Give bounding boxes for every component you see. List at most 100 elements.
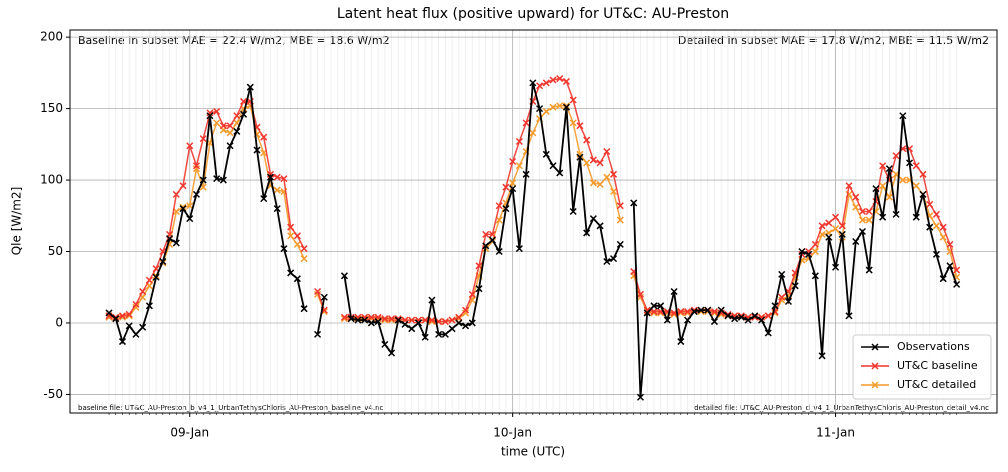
data-point — [858, 216, 866, 224]
data-point — [273, 205, 281, 213]
data-point — [926, 223, 934, 231]
data-point — [798, 247, 806, 256]
data-point — [361, 316, 369, 324]
legend-label: UT&C detailed — [897, 378, 976, 391]
data-point — [233, 127, 241, 135]
data-point — [576, 150, 584, 158]
data-point — [246, 83, 254, 91]
data-point — [125, 322, 133, 330]
data-point — [468, 319, 476, 327]
data-point — [885, 193, 893, 201]
data-point — [408, 325, 416, 333]
data-point — [879, 213, 887, 221]
data-point — [589, 156, 597, 164]
data-point — [542, 150, 550, 158]
data-point — [112, 313, 120, 321]
data-point — [273, 173, 281, 181]
data-point — [879, 162, 887, 170]
data-point — [596, 159, 604, 167]
data-point — [811, 247, 819, 256]
data-point — [206, 109, 214, 117]
data-point — [118, 338, 127, 346]
data-point — [596, 180, 604, 188]
data-point — [132, 300, 140, 308]
data-point — [273, 186, 281, 194]
data-point — [509, 157, 517, 166]
data-point — [643, 309, 651, 317]
data-point — [919, 170, 927, 178]
data-point — [771, 302, 779, 310]
data-point — [549, 103, 557, 111]
data-point — [172, 239, 180, 247]
data-point — [287, 269, 295, 277]
data-point — [441, 330, 449, 338]
data-point — [482, 242, 490, 250]
chart-title: Latent heat flux (positive upward) for U… — [337, 6, 729, 22]
data-point — [845, 182, 853, 190]
data-point — [112, 315, 120, 323]
data-point — [293, 240, 301, 248]
data-point — [892, 210, 900, 218]
data-point — [845, 312, 853, 320]
data-point — [495, 202, 503, 210]
data-point — [260, 195, 268, 203]
data-point — [287, 223, 295, 231]
data-point — [663, 316, 671, 324]
data-point — [105, 309, 113, 317]
x-tick-label: 09-Jan — [170, 426, 209, 440]
data-point — [583, 229, 591, 237]
data-point — [710, 318, 718, 326]
data-point — [132, 330, 140, 338]
data-point — [515, 245, 523, 253]
data-point — [603, 147, 611, 156]
data-point — [394, 316, 402, 324]
annotation: Baseline in subset MAE = 22.4 W/m2, MBE … — [78, 34, 390, 47]
data-point — [139, 287, 147, 296]
data-point — [502, 205, 510, 213]
data-point — [825, 219, 833, 227]
data-point — [421, 333, 429, 341]
data-point — [536, 82, 544, 90]
data-point — [852, 193, 860, 201]
data-point — [751, 312, 759, 320]
data-point — [562, 103, 570, 111]
data-point — [636, 290, 644, 298]
data-point — [226, 122, 234, 130]
data-point — [253, 146, 261, 154]
data-point — [569, 119, 577, 127]
data-point — [132, 303, 140, 311]
data-point — [462, 306, 470, 314]
data-point — [448, 316, 456, 324]
data-point — [684, 316, 692, 324]
data-point — [172, 190, 180, 198]
data-point — [233, 112, 241, 120]
data-point — [381, 315, 389, 323]
data-point — [226, 142, 234, 150]
data-point — [569, 96, 577, 104]
data-point — [731, 315, 739, 323]
data-point — [448, 325, 456, 333]
data-point — [529, 129, 537, 137]
data-point — [650, 302, 658, 310]
data-point — [300, 255, 308, 263]
data-point — [650, 308, 658, 316]
data-point — [562, 77, 570, 85]
x-tick-label: 10-Jan — [493, 426, 532, 440]
data-point — [838, 222, 846, 230]
legend-label: Observations — [897, 340, 970, 353]
x-axis-label: time (UTC) — [501, 445, 565, 459]
data-point — [240, 110, 248, 118]
data-point — [953, 266, 961, 274]
data-point — [852, 237, 860, 246]
y-axis-label: Qle [W/m2] — [10, 187, 24, 256]
data-point — [616, 240, 624, 248]
data-point — [724, 312, 732, 320]
data-point — [522, 119, 530, 127]
data-point — [677, 338, 685, 346]
data-point — [946, 262, 954, 270]
data-point — [610, 170, 618, 178]
data-point — [758, 316, 766, 324]
data-point — [764, 312, 772, 320]
data-point — [199, 176, 207, 184]
data-point — [509, 185, 517, 193]
